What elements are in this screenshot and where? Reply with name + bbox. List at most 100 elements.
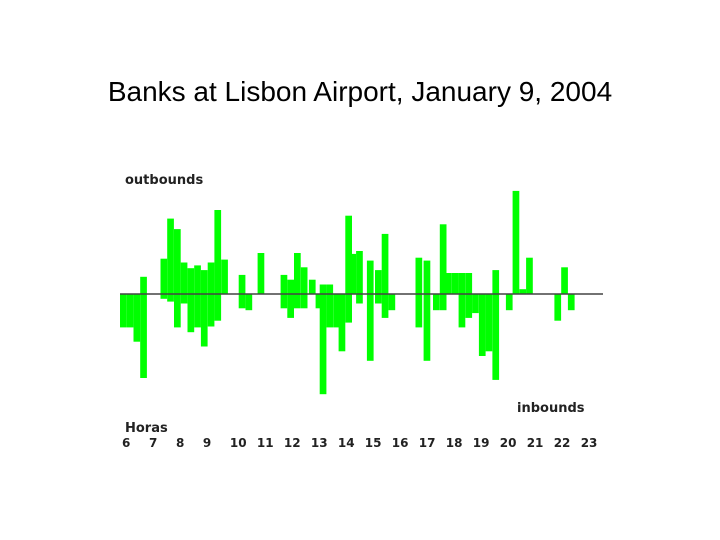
bar-mark: [381, 294, 389, 318]
bar-mark: [174, 229, 181, 294]
x-tick-label: 10: [230, 436, 247, 450]
x-tick-label: 22: [554, 436, 571, 450]
bar-mark: [345, 215, 352, 294]
bar-mark: [200, 270, 208, 294]
bar-mark: [300, 267, 308, 294]
bar-mark: [287, 294, 294, 318]
bar-mark: [194, 265, 201, 294]
bar-mark: [458, 294, 466, 328]
bar-mark: [187, 294, 195, 333]
bar-mark: [207, 294, 215, 327]
bar-mark: [492, 270, 500, 294]
bar-mark: [485, 294, 493, 352]
inbounds-label: inbounds: [517, 401, 585, 416]
bar-mark: [338, 294, 346, 352]
x-ticks-group: 6 7 8 9 10 11 12 13 14 15 16 17 18 19 20 21 22 23: [122, 436, 597, 450]
bar-mark: [415, 294, 423, 328]
bar-mark: [238, 274, 246, 294]
x-tick-label: 13: [311, 436, 328, 450]
bar-mark: [257, 253, 265, 294]
x-axis-title: Horas: [125, 421, 168, 436]
bar-mark: [319, 294, 327, 395]
bar-mark: [505, 294, 513, 311]
bar-mark: [356, 294, 363, 304]
x-tick-label: 17: [419, 436, 436, 450]
bar-mark: [326, 294, 334, 328]
bar-mark: [180, 294, 188, 304]
x-tick-label: 23: [581, 436, 598, 450]
bar-mark: [439, 294, 447, 311]
bar-mark: [423, 260, 431, 294]
bar-mark: [194, 294, 201, 328]
bar-mark: [167, 218, 174, 294]
bar-mark: [280, 294, 288, 309]
bar-mark: [280, 274, 288, 294]
bar-mark: [388, 294, 396, 311]
bar-mark: [300, 294, 308, 309]
bar-mark: [445, 273, 452, 294]
bar-mark: [451, 273, 459, 294]
bar-mark: [133, 294, 141, 342]
bar-mark: [287, 279, 294, 294]
bar-mark: [381, 233, 389, 294]
bar-mark: [526, 257, 533, 294]
bar-mark: [512, 190, 520, 294]
bar-mark: [326, 284, 334, 294]
bar-mark: [567, 294, 575, 311]
bar-mark: [375, 294, 382, 304]
bar-mark: [160, 258, 168, 294]
bar-mark: [519, 289, 527, 294]
bar-mark: [214, 210, 222, 294]
x-tick-label: 11: [257, 436, 274, 450]
bar-mark: [472, 294, 479, 314]
bar-mark: [245, 294, 253, 311]
x-tick-label: 12: [284, 436, 301, 450]
bar-mark: [554, 294, 562, 321]
bar-mark: [319, 284, 327, 294]
bar-mark: [433, 294, 440, 311]
bar-mark: [120, 294, 127, 328]
bar-mark: [174, 294, 181, 328]
bar-mark: [423, 294, 431, 361]
bar-mark: [465, 273, 473, 294]
bar-mark: [492, 294, 500, 380]
bar-mark: [140, 294, 147, 378]
x-tick-label: 8: [176, 436, 184, 450]
bar-mark: [366, 260, 374, 294]
bar-mark: [465, 294, 473, 318]
bar-mark: [126, 294, 134, 328]
bar-mark: [333, 294, 340, 328]
bar-mark: [308, 279, 316, 294]
x-tick-label: 21: [527, 436, 544, 450]
outbounds-label: outbounds: [125, 173, 203, 188]
x-tick-label: 15: [365, 436, 382, 450]
chart-title: Banks at Lisbon Airport, January 9, 2004: [107, 76, 613, 107]
x-tick-label: 7: [149, 436, 157, 450]
bar-mark: [561, 267, 568, 294]
bars-group: [120, 190, 575, 395]
x-tick-label: 6: [122, 436, 130, 450]
x-tick-label: 20: [500, 436, 517, 450]
bar-mark: [180, 262, 188, 294]
bar-mark: [315, 294, 323, 309]
bar-mark: [415, 257, 423, 294]
x-tick-label: 14: [338, 436, 355, 450]
x-tick-label: 18: [446, 436, 463, 450]
bar-mark: [439, 224, 447, 294]
bar-mark: [207, 262, 215, 294]
bar-mark: [375, 270, 382, 294]
x-tick-label: 19: [473, 436, 490, 450]
bar-mark: [140, 276, 147, 294]
x-tick-label: 9: [203, 436, 211, 450]
x-tick-label: 16: [392, 436, 409, 450]
bar-mark: [214, 294, 222, 321]
bar-mark: [356, 251, 363, 294]
bar-mark: [167, 294, 174, 302]
bar-mark: [200, 294, 208, 347]
bar-mark: [458, 273, 466, 294]
bar-mark: [294, 253, 301, 294]
bar-mark: [238, 294, 246, 309]
bar-mark: [345, 294, 352, 323]
bar-mark: [366, 294, 374, 361]
